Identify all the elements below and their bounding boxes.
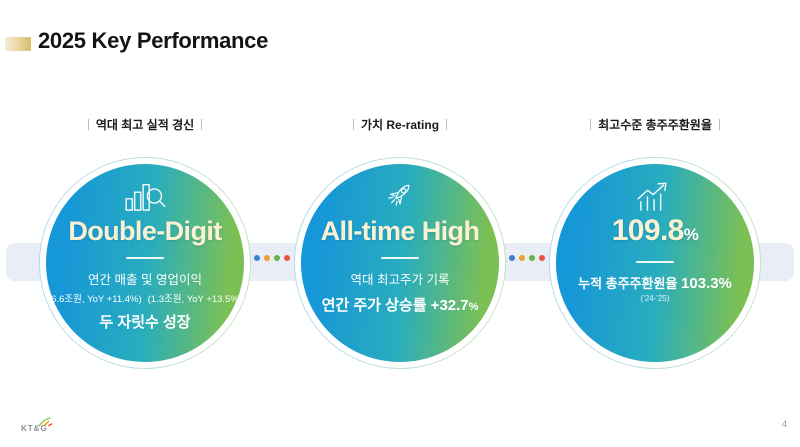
rocket-icon <box>388 184 410 206</box>
dot <box>519 255 525 261</box>
period-note: ('24-'25) <box>640 294 670 303</box>
section-label-text: 역대 최고 실적 경신 <box>95 118 195 132</box>
emphasis-text: 연간 주가 상승률 +32.7 <box>321 297 469 314</box>
ktng-logo: KT&G <box>21 417 53 433</box>
dot <box>254 255 260 261</box>
line-prefix: 누적 총주주환원율 <box>578 276 682 291</box>
medallion-rerating: All-time High 역대 최고주가 기록 연간 주가 상승률 +32.7… <box>294 157 506 369</box>
ktng-logo-text: KT&G <box>21 424 48 433</box>
divider <box>381 257 419 259</box>
detail-revenue: (6.6조원, YoY +11.4%) <box>48 294 142 305</box>
headline: All-time High <box>320 216 480 246</box>
subtitle-line: 연간 매출 및 영업이익 <box>88 273 202 287</box>
percent-suffix: % <box>683 225 699 244</box>
section-label-shareholder-return: 최고수준 총주주환원율 <box>540 116 770 133</box>
bar-chart-magnifier-icon <box>125 184 166 211</box>
label-tick-right <box>718 119 720 130</box>
dot <box>529 255 535 261</box>
label-tick-left <box>352 119 354 130</box>
headline: 109.8% <box>612 216 699 250</box>
dot <box>264 255 270 261</box>
section-label-text: 최고수준 총주주환원율 <box>598 118 712 132</box>
dot <box>284 255 290 261</box>
emphasis-line: 두 자릿수 성장 <box>99 314 191 331</box>
dot <box>509 255 515 261</box>
line-value: 103.3% <box>681 275 732 292</box>
label-tick-right <box>201 119 203 130</box>
section-label-text: 가치 Re-rating <box>360 118 440 132</box>
section-label-rerating: 가치 Re-rating <box>285 116 515 133</box>
page-number: 4 <box>781 419 787 429</box>
connector-dots-right <box>509 255 545 261</box>
title-accent-bar <box>5 37 31 51</box>
headline: Double-Digit <box>68 216 222 246</box>
detail-profit: (1.3조원, YoY +13.5%) <box>147 294 242 305</box>
subtitle-line: 역대 최고주가 기록 <box>350 273 450 287</box>
medallion-fill: 109.8% 누적 총주주환원율 103.3% ('24-'25) <box>556 164 754 362</box>
dot <box>274 255 280 261</box>
connector-dots-left <box>254 255 290 261</box>
section-label-performance: 역대 최고 실적 경신 <box>30 116 260 133</box>
headline-value: 109.8 <box>611 214 685 247</box>
divider <box>636 261 674 263</box>
label-tick-right <box>446 119 448 130</box>
detail-line: (6.6조원, YoY +11.4%) (1.3조원, YoY +13.5%) <box>48 291 242 305</box>
medallion-fill: Double-Digit 연간 매출 및 영업이익 (6.6조원, YoY +1… <box>46 164 244 362</box>
medallion-fill: All-time High 역대 최고주가 기록 연간 주가 상승률 +32.7… <box>301 164 499 362</box>
growth-arrow-icon <box>637 182 667 211</box>
percent-suffix: % <box>468 301 479 313</box>
medallion-performance: Double-Digit 연간 매출 및 영업이익 (6.6조원, YoY +1… <box>39 157 251 369</box>
dot <box>539 255 545 261</box>
page-title: 2025 Key Performance <box>38 28 269 53</box>
label-tick-left <box>87 119 89 130</box>
emphasis-line: 연간 주가 상승률 +32.7% <box>322 294 479 315</box>
divider <box>126 257 164 259</box>
emphasis-line: 누적 총주주환원율 103.3% <box>578 273 732 292</box>
ktng-sprout-icon <box>38 417 53 427</box>
label-tick-left <box>590 119 592 130</box>
medallion-shareholder-return: 109.8% 누적 총주주환원율 103.3% ('24-'25) <box>549 157 761 369</box>
